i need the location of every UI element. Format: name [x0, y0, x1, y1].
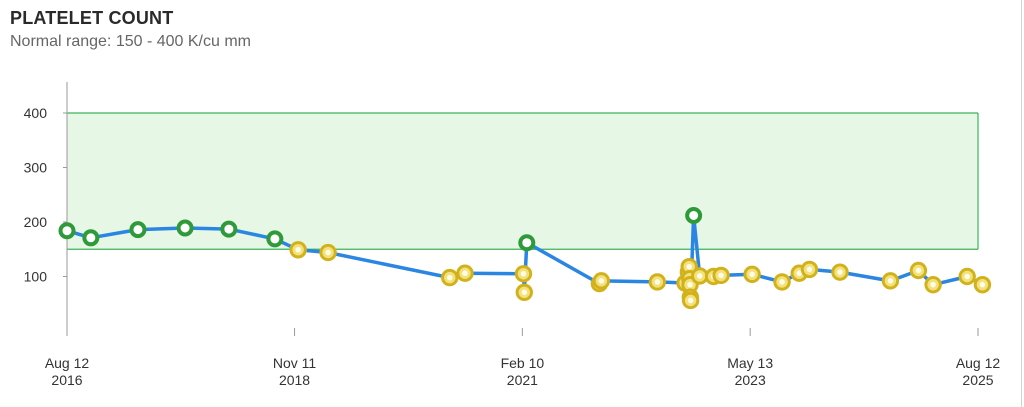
chart-title: PLATELET COUNT [10, 8, 174, 28]
data-point-low-center [915, 267, 922, 274]
data-point-low-center [687, 297, 694, 304]
data-point-low-center [779, 279, 785, 285]
x-tick-label-date: Aug 12 [956, 355, 1001, 371]
data-point-low-center [520, 270, 527, 277]
x-tick-label-year: 2018 [279, 372, 310, 388]
data-point-low-center [749, 271, 755, 278]
x-tick-label-year: 2016 [51, 372, 82, 388]
data-point-low-center [686, 263, 693, 270]
data-point-low-center [521, 289, 528, 296]
data-point-low-center [964, 273, 970, 280]
data-point-low-center [806, 266, 813, 273]
data-point-low-center [837, 269, 843, 275]
data-point-low-center [295, 246, 301, 253]
data-point-normal [58, 222, 76, 240]
y-tick-label: 200 [24, 214, 48, 230]
normal-range-band-layer [67, 112, 979, 250]
data-point-low-center [696, 273, 703, 279]
data-point-low-center [462, 270, 468, 277]
data-point-normal [220, 220, 238, 238]
data-point-low-center [325, 249, 331, 256]
data-point-normal [266, 230, 284, 248]
data-point-low-center [654, 279, 661, 285]
data-point-low-center [796, 270, 803, 277]
normal-range-band [67, 113, 978, 250]
data-points-layer [58, 206, 992, 310]
x-tick-label-date: May 13 [727, 355, 773, 371]
data-point-normal [82, 229, 100, 247]
x-tick-label-date: Aug 12 [45, 355, 90, 371]
x-tick-label-year: 2023 [735, 372, 766, 388]
x-tick-label-date: Nov 11 [273, 355, 317, 371]
y-tick-label: 100 [24, 269, 48, 285]
data-point-low-center [446, 274, 453, 281]
data-point-low-center [930, 281, 936, 288]
data-point-low-center [979, 281, 986, 288]
data-point-low-center [718, 272, 724, 279]
data-point-normal [518, 234, 536, 252]
x-tick-label-year: 2025 [962, 372, 993, 388]
data-point-low-center [598, 278, 605, 284]
y-tick-label: 400 [24, 105, 48, 121]
x-tick-label-year: 2021 [507, 372, 538, 388]
data-point-normal [176, 219, 194, 237]
data-point-normal [129, 221, 147, 239]
data-point-low-center [887, 278, 894, 284]
y-tick-label: 300 [24, 160, 48, 176]
data-point-low-center [687, 281, 693, 288]
chart-subtitle: Normal range: 150 - 400 K/cu mm [10, 33, 251, 50]
data-point-normal [685, 206, 703, 224]
x-tick-label-date: Feb 10 [501, 355, 545, 371]
